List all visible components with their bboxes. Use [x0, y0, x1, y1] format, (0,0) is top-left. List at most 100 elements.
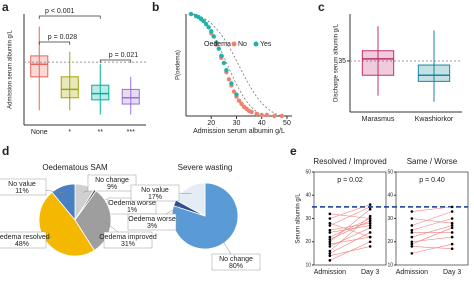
point [328, 228, 332, 232]
pair-line [329, 246, 371, 256]
point [214, 40, 219, 45]
pair-line [329, 222, 371, 231]
point [224, 67, 229, 73]
panel-letter: c [318, 0, 325, 14]
point [450, 205, 454, 209]
y-tick-label: 30 [387, 216, 393, 222]
panel-letter: b [152, 0, 159, 14]
legend-title: Oedema [204, 41, 231, 48]
point [410, 231, 414, 234]
label-box [0, 231, 47, 249]
point [328, 254, 332, 257]
point [236, 98, 242, 103]
slice [51, 183, 76, 222]
ci-band [188, 13, 282, 117]
box [121, 88, 140, 105]
y-tick-label: 20 [387, 239, 393, 245]
point [272, 113, 277, 119]
pair-line [411, 206, 453, 212]
point [328, 224, 332, 227]
box [60, 76, 79, 99]
point [239, 101, 244, 106]
point [450, 235, 454, 239]
point [450, 226, 454, 230]
label-box [130, 184, 180, 202]
label-box [0, 178, 47, 196]
x-tick-label: Admission [396, 269, 428, 276]
y-tick-label: 40 [305, 193, 311, 199]
point [209, 29, 214, 34]
pair-line [411, 243, 453, 254]
slice-label: Oedema improved [99, 234, 157, 241]
point [368, 221, 372, 225]
slice-label: No value [141, 187, 169, 194]
slice-value: 9% [107, 184, 117, 191]
point [328, 242, 332, 246]
pair-line [411, 227, 453, 245]
annotation: p = 0.02 [337, 177, 363, 184]
slice-label: Oedema worse [108, 200, 156, 207]
y-tick-label: 30 [305, 216, 311, 222]
slice-label: Oedema worse [128, 216, 176, 223]
pair-line [411, 236, 453, 243]
pair-line [329, 236, 371, 245]
point [368, 224, 372, 227]
x-tick-label: Kwashiorkor [415, 116, 454, 123]
y-axis-label: P(oedema) [176, 50, 182, 80]
point [188, 11, 194, 17]
point [368, 240, 372, 244]
x-tick-label: Day 3 [443, 269, 461, 276]
point [259, 112, 264, 118]
point [234, 92, 239, 97]
y-tick-label: 50 [387, 169, 393, 175]
legend-marker [231, 41, 237, 47]
y-tick-label: 20 [305, 239, 311, 245]
point [450, 217, 454, 220]
pair-line [329, 232, 371, 254]
point [368, 231, 372, 234]
bracket [38, 15, 101, 19]
point [226, 77, 232, 82]
point [410, 252, 414, 255]
slice-value: 3% [147, 223, 157, 230]
point [410, 228, 414, 232]
point [410, 242, 414, 246]
slice-value: 80% [229, 263, 243, 270]
pair-line [411, 218, 453, 224]
pair-line [411, 211, 453, 226]
point [368, 214, 372, 218]
annotation: p < 0.001 [45, 8, 74, 15]
point [410, 224, 414, 227]
x-tick-label: ** [98, 129, 104, 136]
point [328, 217, 332, 220]
pair-line [329, 213, 371, 219]
point [221, 60, 227, 66]
y-tick-label: 40 [387, 193, 393, 199]
x-tick-label: Marasmus [362, 116, 395, 123]
slice-value: 31% [121, 241, 135, 248]
legend-label: No [238, 41, 247, 48]
point [279, 113, 285, 119]
bracket [99, 59, 132, 63]
point [368, 207, 372, 211]
point [211, 34, 216, 39]
y-axis-label: Discharge serum albumin g/L [334, 23, 340, 102]
slice-label: No change [219, 256, 253, 263]
point [450, 231, 454, 234]
legend-marker [253, 41, 259, 47]
slice [74, 190, 112, 251]
point [328, 235, 332, 239]
point [328, 252, 332, 255]
x-tick-label: Day 3 [361, 269, 379, 276]
pair-line [329, 227, 371, 247]
point [368, 245, 372, 248]
panel-title: Same / Worse [407, 157, 458, 166]
x-tick-label: * [68, 129, 71, 136]
legend-label: Yes [260, 41, 272, 48]
x-axis-label: Admission serum albumin g/L [193, 128, 285, 135]
pie-title: Severe wasting [178, 163, 233, 172]
slice-value: 48% [15, 241, 29, 248]
point [231, 89, 237, 94]
point [368, 226, 372, 230]
